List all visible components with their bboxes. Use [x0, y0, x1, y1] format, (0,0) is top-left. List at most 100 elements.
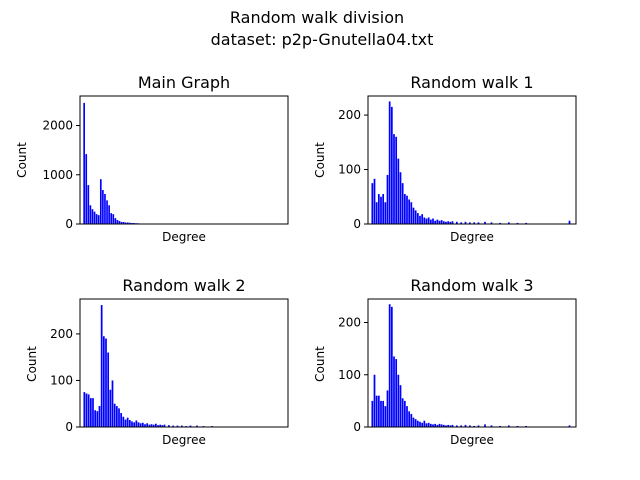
- bar: [393, 134, 395, 224]
- bar: [126, 417, 129, 427]
- bar: [427, 422, 430, 427]
- bar: [477, 222, 480, 224]
- bar: [406, 406, 408, 427]
- bar: [95, 214, 98, 224]
- bar: [157, 425, 159, 427]
- bar: [371, 400, 374, 427]
- bar: [449, 221, 452, 224]
- bar-series: [371, 101, 571, 224]
- y-tick-label: 0: [65, 420, 73, 434]
- bar: [87, 185, 90, 224]
- bar: [445, 221, 447, 224]
- y-tick-label: 0: [353, 420, 361, 434]
- y-tick-label: 200: [338, 108, 361, 122]
- bar: [102, 190, 104, 224]
- bar: [104, 193, 106, 224]
- bar: [114, 218, 117, 224]
- bar: [442, 424, 445, 427]
- bar: [107, 352, 110, 427]
- bar: [152, 424, 155, 427]
- bar: [375, 395, 378, 427]
- bar: [499, 425, 502, 427]
- bar: [414, 419, 417, 427]
- bar: [438, 220, 441, 224]
- bar: [445, 425, 447, 427]
- bar: [390, 106, 393, 224]
- bar: [87, 394, 90, 427]
- bar: [490, 222, 493, 224]
- bar: [412, 207, 415, 224]
- bar: [118, 408, 120, 427]
- bar: [525, 222, 528, 224]
- bar: [141, 422, 144, 427]
- bar: [440, 424, 443, 427]
- bar: [410, 413, 413, 427]
- bar: [397, 158, 400, 224]
- bar: [139, 423, 142, 427]
- bar: [98, 406, 101, 427]
- bar: [425, 423, 428, 427]
- bar: [85, 393, 88, 427]
- x-axis-label: Degree: [450, 230, 494, 244]
- bar: [499, 222, 502, 224]
- plot-frame: [79, 298, 289, 428]
- bar: [473, 222, 476, 224]
- bar: [395, 359, 398, 427]
- bar: [399, 385, 402, 427]
- bar: [150, 424, 153, 427]
- bar: [382, 400, 385, 427]
- x-axis-label: Degree: [162, 230, 206, 244]
- bar: [373, 374, 376, 427]
- bar: [382, 194, 385, 224]
- bar: [386, 174, 389, 224]
- bar: [112, 214, 115, 224]
- bar: [89, 205, 92, 224]
- bar: [115, 406, 118, 427]
- bar: [97, 215, 100, 224]
- bar: [386, 390, 389, 427]
- plot-frame: [79, 95, 289, 225]
- bar: [176, 425, 179, 427]
- bar: [371, 183, 374, 224]
- bar: [507, 222, 510, 224]
- bar: [110, 213, 113, 224]
- bar: [384, 202, 387, 224]
- bar: [393, 356, 395, 427]
- bar: [96, 411, 99, 427]
- bar: [477, 425, 480, 427]
- bar: [148, 424, 151, 427]
- bar: [129, 222, 131, 224]
- bar: [568, 425, 571, 427]
- bar: [410, 202, 413, 224]
- subplot-title: Main Graph: [138, 73, 230, 92]
- bar: [416, 213, 419, 224]
- bar: [447, 424, 450, 427]
- bar: [375, 202, 378, 224]
- bar: [108, 205, 110, 224]
- bar: [172, 425, 175, 427]
- figure-title-line-2: dataset: p2p-Gnutella04.txt: [211, 30, 434, 49]
- bar: [395, 136, 398, 224]
- bar: [516, 222, 519, 224]
- bar: [408, 411, 411, 427]
- bar: [421, 214, 424, 224]
- bar: [93, 211, 96, 224]
- bar: [568, 220, 571, 224]
- bar: [384, 406, 387, 427]
- bar: [440, 220, 443, 224]
- subplot-random-walk-1: Random walk 1 Degree Count 0 100 200: [313, 73, 577, 244]
- bar: [460, 425, 463, 427]
- subplot-main-graph: Main Graph Degree Count 0 1000 2000: [15, 73, 289, 244]
- bar: [111, 380, 114, 427]
- y-tick-label: 0: [353, 217, 361, 231]
- bar: [105, 338, 107, 427]
- bar: [167, 425, 170, 427]
- bar: [109, 389, 112, 427]
- y-ticks: 0 100 200: [338, 316, 368, 434]
- bar: [406, 195, 408, 224]
- bar: [89, 398, 92, 427]
- bar: [94, 410, 97, 427]
- figure-title-line-1: Random walk division: [230, 8, 404, 27]
- bar: [468, 425, 471, 427]
- bar: [507, 425, 510, 427]
